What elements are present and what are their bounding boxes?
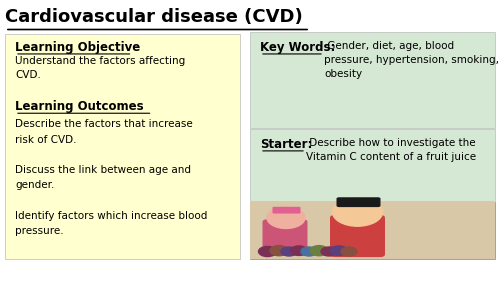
Circle shape: [310, 246, 328, 256]
Circle shape: [281, 247, 297, 256]
Text: Learning Outcomes: Learning Outcomes: [15, 100, 144, 113]
Text: Gender, diet, age, blood
pressure, hypertension, smoking, inactivity,
obesity: Gender, diet, age, blood pressure, hyper…: [324, 41, 500, 79]
FancyBboxPatch shape: [272, 207, 300, 214]
FancyBboxPatch shape: [250, 32, 495, 128]
Circle shape: [267, 207, 305, 228]
Circle shape: [270, 246, 288, 256]
FancyBboxPatch shape: [5, 34, 240, 259]
FancyBboxPatch shape: [262, 219, 308, 256]
Text: Understand the factors affecting
CVD.: Understand the factors affecting CVD.: [15, 56, 185, 80]
FancyBboxPatch shape: [330, 215, 385, 257]
Text: Describe how to investigate the
Vitamin C content of a fruit juice: Describe how to investigate the Vitamin …: [306, 138, 476, 162]
FancyBboxPatch shape: [250, 202, 495, 259]
Circle shape: [321, 247, 337, 256]
Circle shape: [330, 246, 347, 255]
Text: Key Words:: Key Words:: [260, 41, 336, 54]
Circle shape: [332, 198, 382, 226]
Text: Learning Objective: Learning Objective: [15, 41, 140, 54]
Text: Describe the factors that increase
risk of CVD.

Discuss the link between age an: Describe the factors that increase risk …: [15, 119, 208, 236]
FancyBboxPatch shape: [250, 129, 495, 201]
Circle shape: [258, 246, 276, 257]
Text: Starter:: Starter:: [260, 138, 312, 151]
FancyBboxPatch shape: [336, 197, 380, 207]
FancyBboxPatch shape: [250, 202, 495, 259]
Text: Cardiovascular disease (CVD): Cardiovascular disease (CVD): [5, 8, 303, 26]
Circle shape: [301, 247, 317, 256]
Circle shape: [290, 246, 308, 255]
Circle shape: [341, 247, 357, 256]
